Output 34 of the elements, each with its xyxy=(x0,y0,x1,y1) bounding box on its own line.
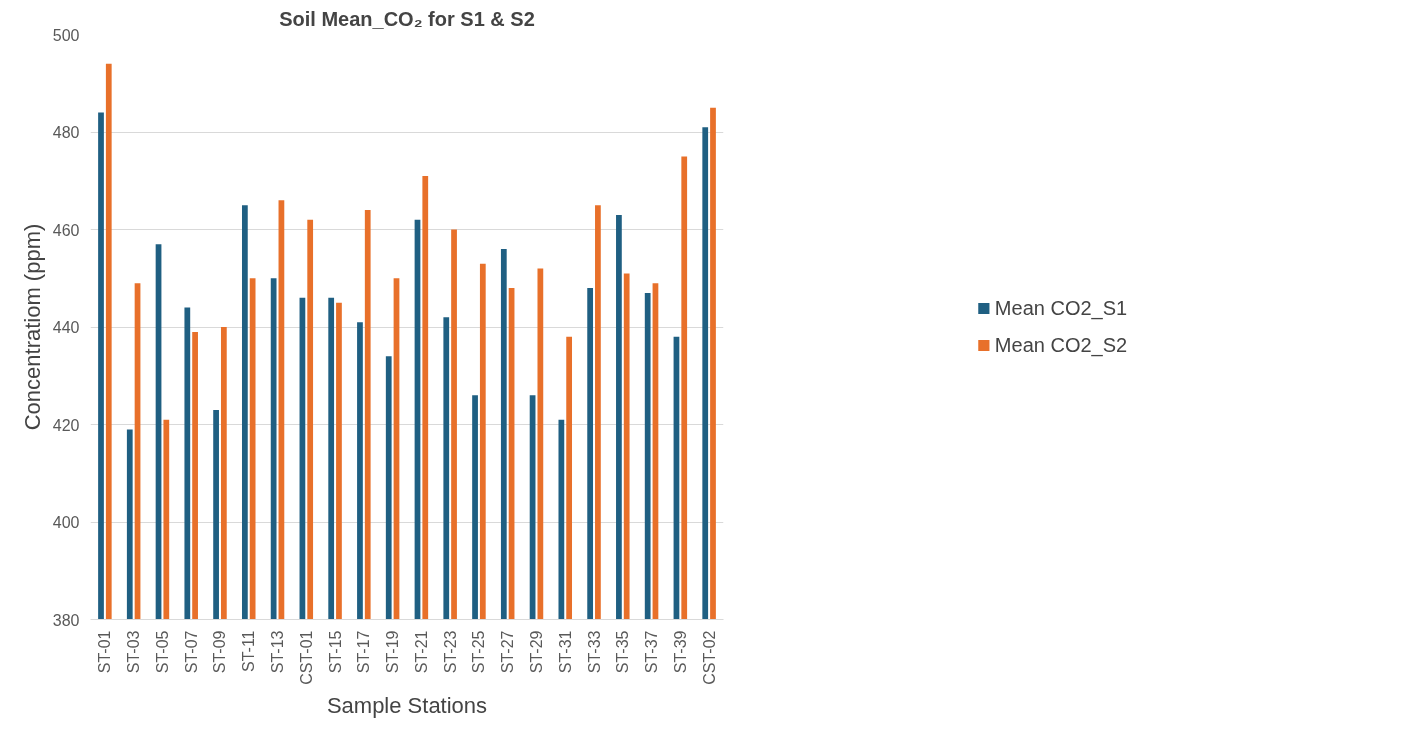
x-tick-label: ST-09 xyxy=(211,630,229,674)
chart-title: Soil Mean_CO₂ for S1 & S2 xyxy=(279,7,535,30)
y-tick-label: 400 xyxy=(52,514,80,531)
x-tick-label: ST-29 xyxy=(527,630,545,674)
y-tick-label: 480 xyxy=(52,124,80,141)
y-axis-title: Concentratiom (ppm) xyxy=(19,223,45,431)
x-tick-label: ST-07 xyxy=(182,630,200,674)
x-tick-label: ST-03 xyxy=(125,630,143,674)
x-tick-label: ST-31 xyxy=(556,630,574,674)
y-tick-label: 420 xyxy=(52,416,80,434)
x-tick-label: ST-23 xyxy=(441,630,459,674)
y-tick-label: 380 xyxy=(52,611,80,629)
x-tick-label: ST-13 xyxy=(269,630,287,674)
x-tick-label: ST-21 xyxy=(412,630,430,674)
x-tick-label: ST-01 xyxy=(96,630,114,674)
legend-label: Mean CO2_S2 xyxy=(994,333,1128,357)
x-tick-label: ST-15 xyxy=(326,630,344,674)
x-axis-title: Sample Stations xyxy=(326,692,488,718)
x-tick-label: ST-17 xyxy=(355,630,373,674)
y-tick-label: 500 xyxy=(52,26,80,44)
x-tick-label: ST-25 xyxy=(470,630,488,674)
x-tick-label: ST-39 xyxy=(671,630,689,674)
x-tick-label: ST-37 xyxy=(643,630,661,674)
x-tick-label: ST-05 xyxy=(153,630,171,674)
x-tick-label: ST-11 xyxy=(240,630,258,672)
y-tick-label: 440 xyxy=(52,319,80,336)
x-tick-label: CST-01 xyxy=(297,630,315,685)
x-tick-label: ST-27 xyxy=(499,630,517,674)
legend-label: Mean CO2_S1 xyxy=(994,296,1128,320)
x-tick-label: CST-02 xyxy=(700,630,718,685)
x-tick-label: ST-35 xyxy=(614,630,632,674)
y-tick-label: 460 xyxy=(52,221,80,239)
x-tick-label: ST-19 xyxy=(384,630,402,674)
x-tick-label: ST-33 xyxy=(585,630,603,674)
